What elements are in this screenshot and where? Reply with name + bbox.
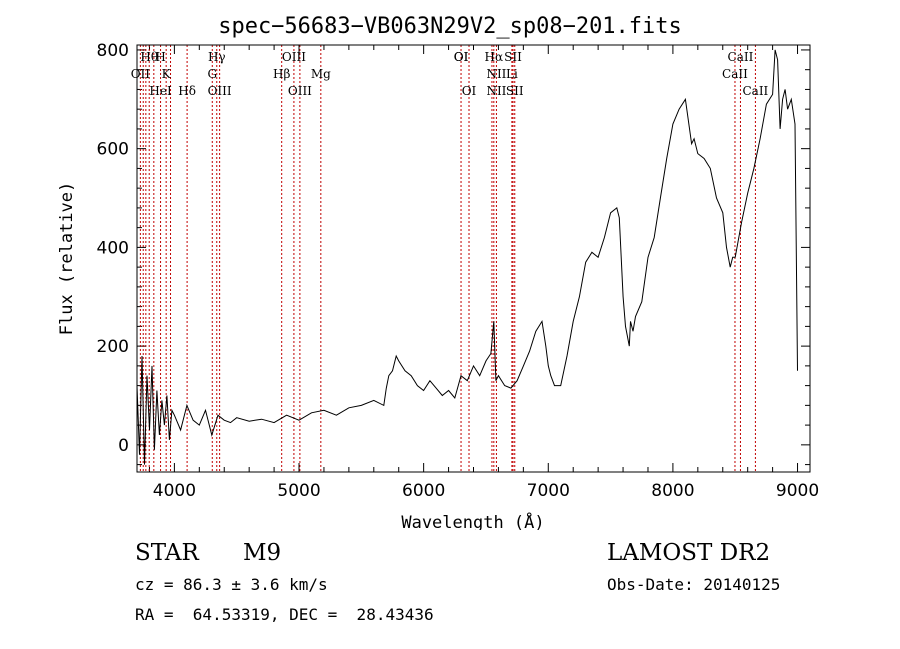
spectral-line-label: Hβ xyxy=(273,67,290,81)
y-tick-label: 200 xyxy=(97,337,129,357)
spectral-line-label: OIII xyxy=(282,50,306,64)
redshift-velocity: cz = 86.3 ± 3.6 km/s xyxy=(135,575,328,594)
y-axis-label: Flux (relative) xyxy=(57,182,77,336)
spectral-line-label: OIII xyxy=(208,84,232,98)
spectral-line-label: Hα xyxy=(485,50,504,64)
spectral-line-label: SII xyxy=(504,50,522,64)
spectral-line-label: CaII xyxy=(742,84,768,98)
observation-date: Obs-Date: 20140125 xyxy=(607,575,781,594)
spectral-line-label: Hθ xyxy=(140,50,158,64)
plot-frame xyxy=(136,44,811,473)
spectral-line-label: OIII xyxy=(288,84,312,98)
x-axis-label: Wavelength (Å) xyxy=(401,511,544,530)
chart-title: spec−56683−VB063N29V2_sp08−201.fits xyxy=(218,14,682,39)
x-tick-label: 6000 xyxy=(402,481,445,501)
spectral-line-label: H xyxy=(155,50,165,64)
spectrum-line xyxy=(136,49,798,465)
spectral-line-label: Li xyxy=(506,67,518,81)
x-tick-label: 8000 xyxy=(651,481,694,501)
y-tick-label: 0 xyxy=(118,436,129,456)
spectral-line-label: NII xyxy=(486,67,506,81)
spectral-line-label: HeI xyxy=(149,84,172,98)
spectral-line-label: CaII xyxy=(728,50,754,64)
spectral-line-label: SII xyxy=(506,84,524,98)
spectral-line-label: OI xyxy=(454,50,469,64)
object-subclass: M9 xyxy=(243,540,282,566)
sky-coordinates: RA = 64.53319, DEC = 28.43436 xyxy=(135,605,434,624)
y-tick-label: 400 xyxy=(97,238,129,258)
spectral-line-label: NII xyxy=(486,84,506,98)
spectral-line-label: OI xyxy=(462,84,477,98)
x-tick-label: 7000 xyxy=(527,481,570,501)
spectrum-chart: spec−56683−VB063N29V2_sp08−201.fits Wavel… xyxy=(57,14,819,533)
spectral-line-label: Mg xyxy=(311,67,331,81)
spectral-line-label: K xyxy=(162,67,172,81)
object-class: STAR xyxy=(135,540,199,566)
survey-name: LAMOST DR2 xyxy=(607,540,771,566)
x-tick-label: 9000 xyxy=(776,481,819,501)
x-tick-label: 5000 xyxy=(277,481,320,501)
spectral-line-label: Hδ xyxy=(178,84,196,98)
spectral-line-label: Hγ xyxy=(208,50,226,64)
spectral-line-label: CaII xyxy=(722,67,748,81)
x-tick-label: 4000 xyxy=(153,481,196,501)
spectral-line-label: G xyxy=(207,67,217,81)
y-tick-label: 800 xyxy=(97,41,129,61)
spectral-line-label: OI xyxy=(454,50,469,64)
y-tick-label: 600 xyxy=(97,140,129,160)
spectral-line-label: OII xyxy=(131,67,151,81)
